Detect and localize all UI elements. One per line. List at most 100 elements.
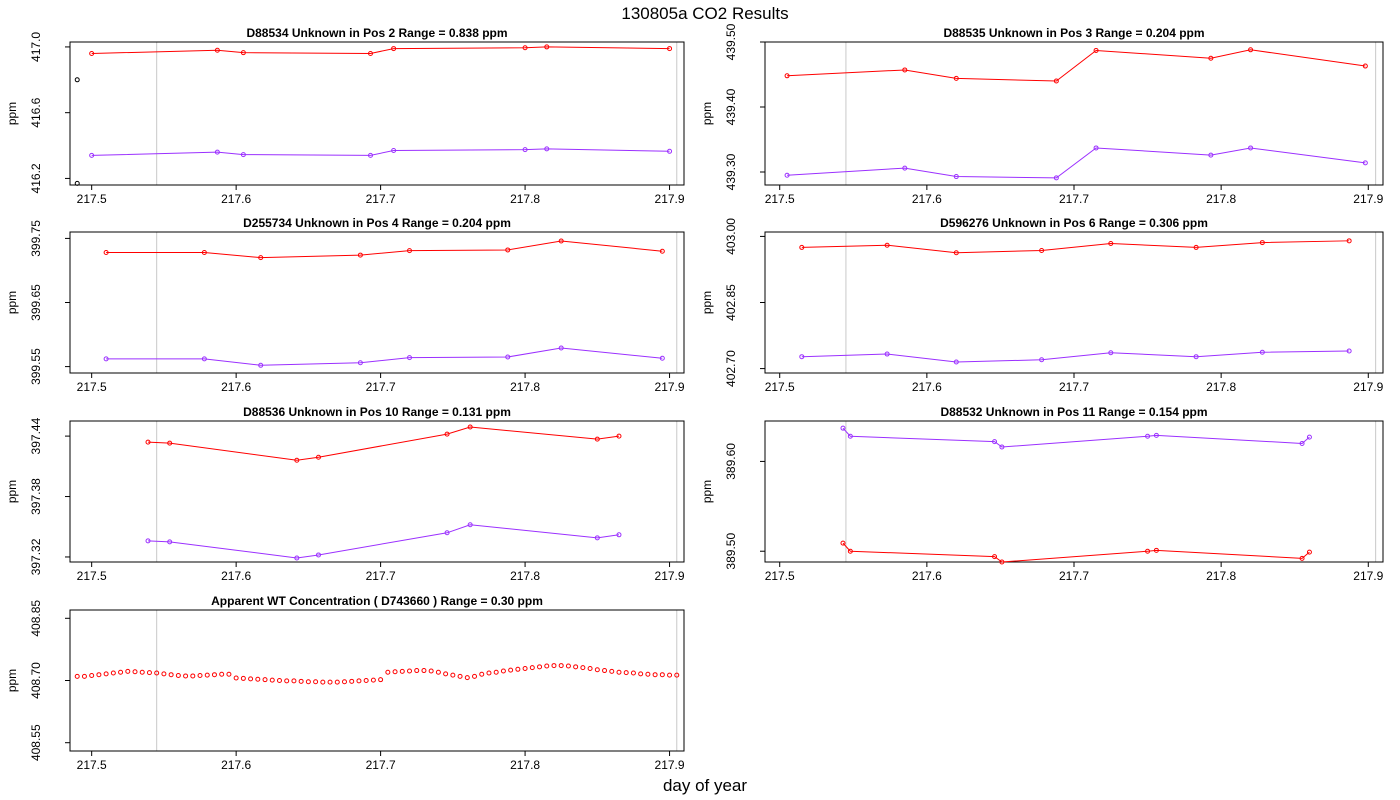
data-point (161, 671, 167, 677)
y-tick-label: 397.32 (29, 538, 43, 575)
data-point (1346, 348, 1352, 354)
data-point (522, 147, 528, 153)
data-point (609, 668, 615, 674)
y-tick-label: 408.70 (29, 662, 43, 699)
data-point (1208, 152, 1214, 158)
data-point (201, 356, 207, 362)
x-tick-label: 217.9 (1353, 380, 1383, 394)
data-point (315, 552, 321, 558)
data-point (659, 355, 665, 361)
data-point (183, 673, 189, 679)
series-1 (89, 44, 673, 57)
data-point (284, 678, 290, 684)
data-point (467, 522, 473, 528)
y-tick-label: 402.70 (724, 350, 738, 387)
chart-panel-2: D88535 Unknown in Pos 3 Range = 0.204 pp… (700, 23, 1384, 206)
plot-frame (69, 420, 685, 563)
data-point (784, 172, 790, 178)
data-point (1039, 248, 1045, 254)
series-1 (74, 663, 680, 685)
x-tick-label: 217.8 (510, 758, 540, 772)
x-tick-label: 217.9 (655, 380, 685, 394)
data-point (240, 50, 246, 56)
y-tick-label: 399.55 (29, 348, 43, 385)
data-point (276, 678, 282, 683)
data-point (349, 678, 355, 684)
y-tick-label: 402.85 (724, 284, 738, 321)
data-point (623, 670, 629, 676)
data-point (443, 671, 449, 677)
data-point (1093, 145, 1099, 151)
data-point (154, 670, 160, 676)
chart-panel-1: D88534 Unknown in Pos 2 Range = 0.838 pp… (5, 26, 685, 206)
data-point (291, 678, 297, 684)
data-point (118, 669, 124, 675)
x-tick-label: 217.5 (77, 192, 107, 206)
data-point (1306, 434, 1312, 440)
x-tick-label: 217.5 (765, 569, 795, 583)
data-point (367, 152, 373, 158)
figure-xlabel: day of year (663, 776, 747, 795)
data-point (258, 362, 264, 368)
series-2 (799, 348, 1352, 365)
x-tick-label: 217.8 (1206, 192, 1236, 206)
x-tick-label: 217.9 (1353, 569, 1383, 583)
data-point (558, 238, 564, 244)
x-tick-label: 217.7 (1059, 380, 1089, 394)
series-2 (89, 146, 673, 158)
x-tick-label: 217.8 (510, 380, 540, 394)
data-point (884, 351, 890, 357)
data-point (145, 439, 151, 445)
series-line (842, 542, 1310, 563)
y-axis-label: ppm (5, 102, 19, 125)
data-point (370, 677, 376, 683)
x-tick-label: 217.9 (655, 192, 685, 206)
data-point (522, 45, 528, 51)
data-point (847, 548, 853, 554)
data-point (1346, 238, 1352, 244)
data-point (1193, 244, 1199, 250)
x-tick-label: 217.8 (1206, 569, 1236, 583)
data-point (467, 424, 473, 430)
data-point (1153, 432, 1159, 438)
data-point (240, 675, 246, 681)
data-point (1362, 160, 1368, 166)
data-point (421, 668, 427, 674)
series-2 (103, 345, 665, 368)
y-tick-label: 439.50 (724, 23, 738, 60)
data-point (616, 532, 622, 538)
data-point (378, 677, 384, 683)
data-point (799, 354, 805, 360)
data-point (167, 539, 173, 545)
data-point (999, 559, 1005, 565)
y-axis-label: ppm (700, 102, 714, 125)
y-axis-label: ppm (5, 480, 19, 503)
data-point (565, 663, 571, 669)
data-point (103, 671, 109, 677)
data-point (357, 252, 363, 258)
data-point (219, 671, 225, 677)
panel-title: D88532 Unknown in Pos 11 Range = 0.154 p… (940, 405, 1207, 419)
series-1 (103, 238, 665, 261)
data-point (1108, 350, 1114, 356)
chart-panel-7: Apparent WT Concentration ( D743660 ) Ra… (5, 594, 685, 772)
data-point (305, 679, 311, 685)
series-line (787, 49, 1366, 82)
chart-panel-5: D88536 Unknown in Pos 10 Range = 0.131 p… (5, 405, 685, 583)
data-point (1093, 47, 1099, 53)
series-line (106, 347, 663, 366)
series-2 (145, 522, 622, 561)
data-point (89, 673, 95, 679)
data-point (89, 152, 95, 158)
data-point (580, 665, 586, 671)
data-point (645, 671, 651, 677)
y-axis-label: ppm (5, 291, 19, 314)
y-tick-label: 389.50 (724, 533, 738, 570)
data-point (363, 678, 369, 683)
data-point (214, 149, 220, 155)
data-point (435, 669, 441, 675)
x-tick-label: 217.7 (366, 758, 396, 772)
data-point (486, 670, 492, 676)
data-point (167, 440, 173, 446)
panel-title: D88534 Unknown in Pos 2 Range = 0.838 pp… (246, 26, 507, 40)
